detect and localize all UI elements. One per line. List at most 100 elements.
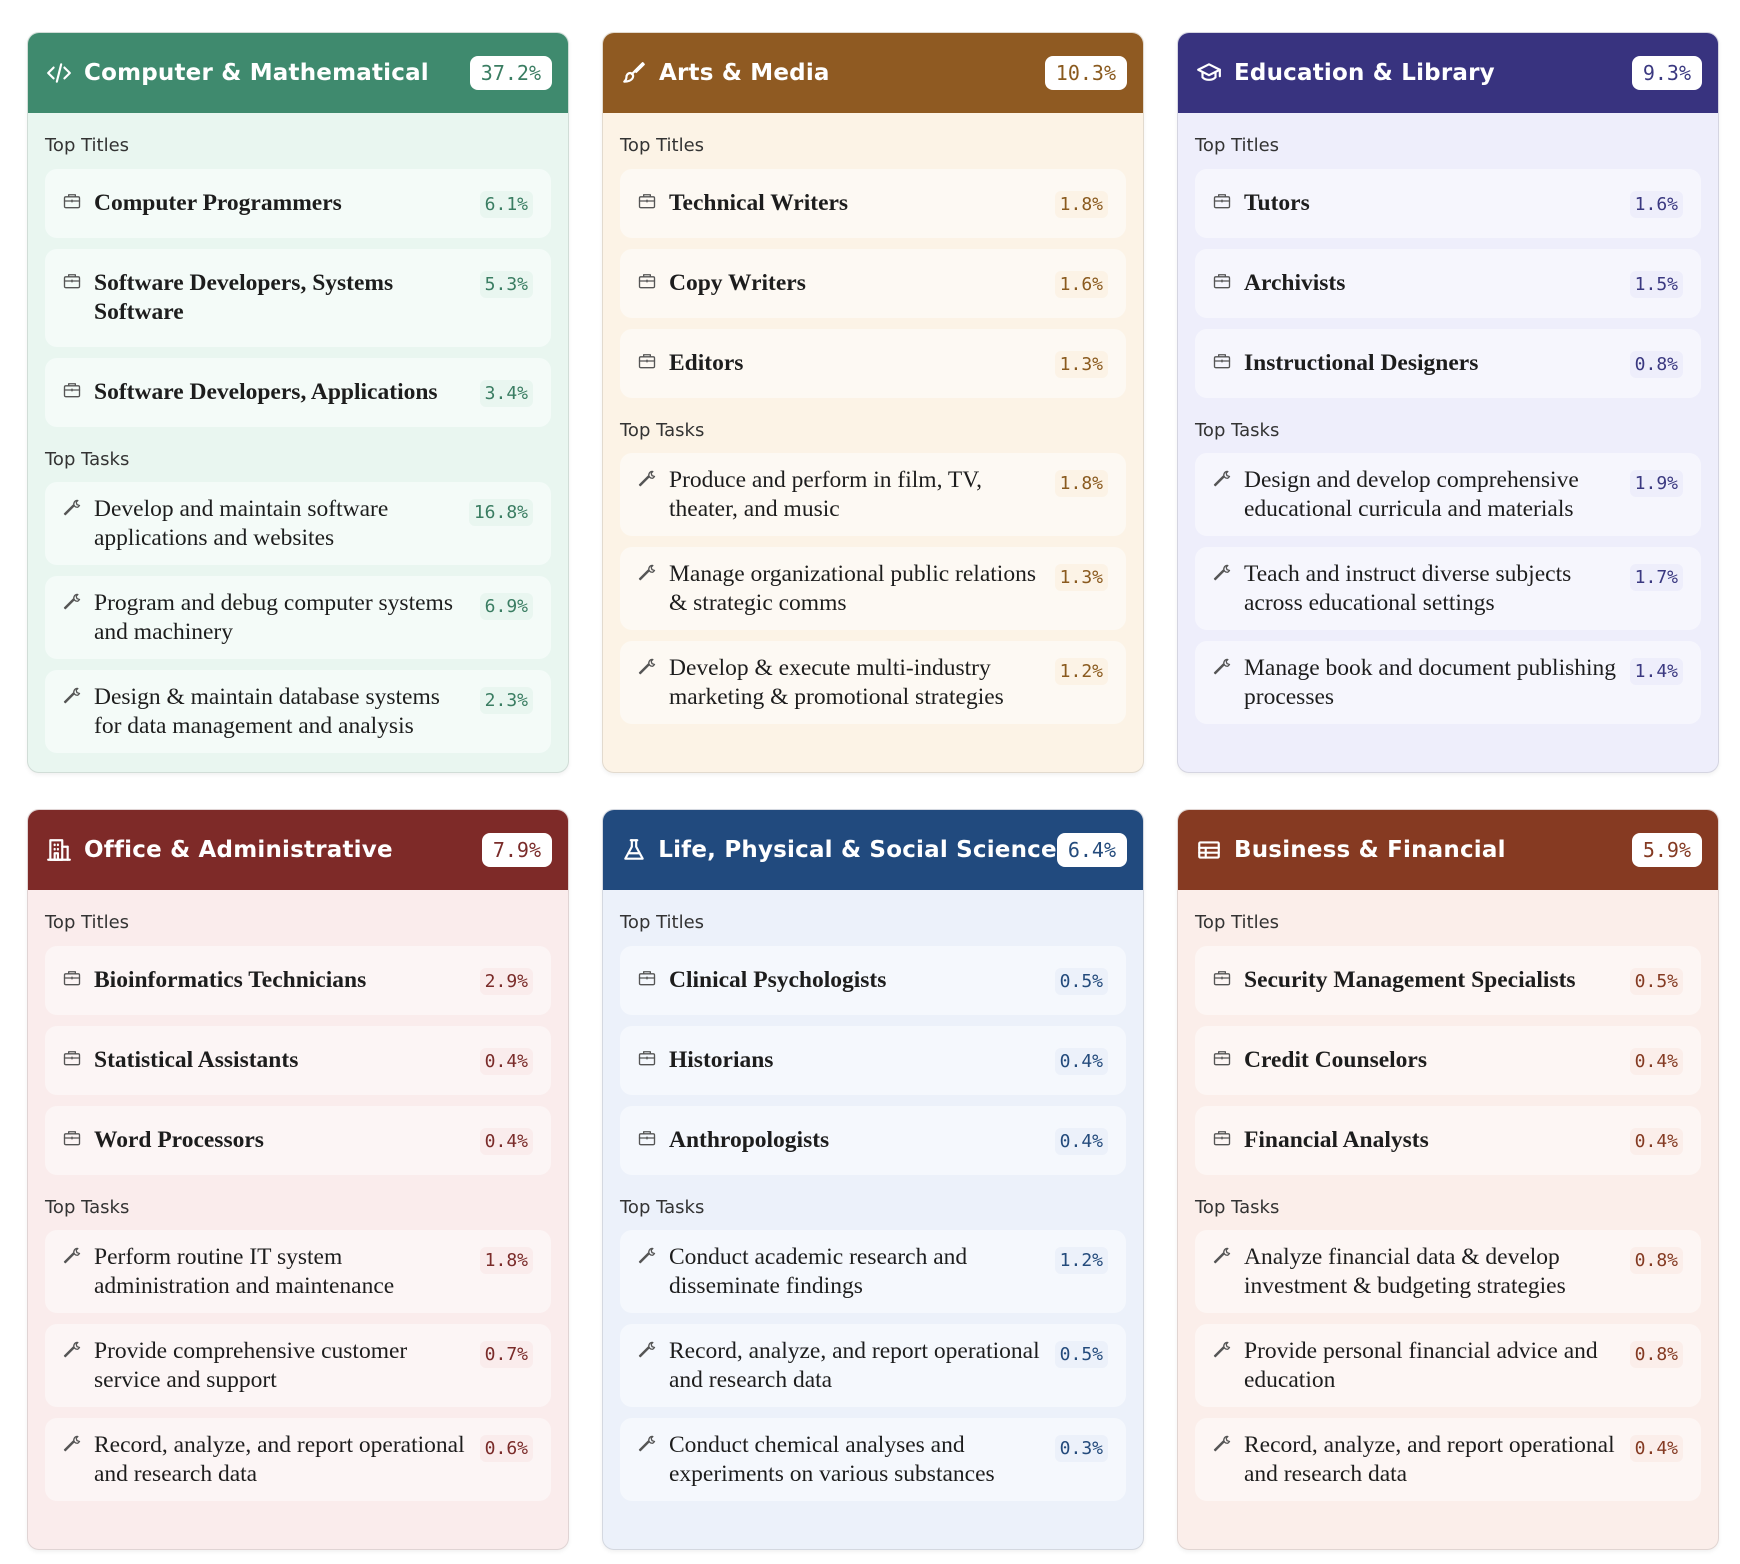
- title-percentage: 3.4%: [479, 380, 533, 407]
- task-label: Conduct chemical analyses and experiment…: [669, 1432, 995, 1487]
- task-percentage: 1.2%: [1054, 658, 1108, 685]
- title-percentage: 1.8%: [1054, 191, 1108, 218]
- title-label: Historians: [669, 1047, 774, 1073]
- wrench-icon: [62, 498, 84, 520]
- task-percentage: 0.8%: [1629, 1247, 1683, 1274]
- wrench-icon: [62, 1246, 84, 1268]
- wrench-icon: [637, 657, 659, 679]
- task-item: Manage book and document publishing proc…: [1195, 641, 1701, 724]
- briefcase-icon: [1212, 191, 1234, 213]
- title-label: Instructional Designers: [1244, 350, 1479, 376]
- category-card-life-physical-social-science: Life, Physical & Social Science 6.4% Top T…: [602, 809, 1144, 1550]
- title-percentage: 0.4%: [1054, 1048, 1108, 1075]
- card-header: Computer & Mathematical 37.2%: [28, 33, 568, 113]
- category-card-office-administrative: Office & Administrative 7.9% Top Titles Bio…: [27, 809, 569, 1550]
- task-label: Design & maintain database systems for d…: [94, 684, 440, 739]
- top-tasks-heading: Top Tasks: [45, 449, 130, 470]
- title-item: Copy Writers 1.6%: [620, 249, 1126, 318]
- task-percentage: 1.8%: [479, 1247, 533, 1274]
- task-item: Record, analyze, and report operational …: [620, 1324, 1126, 1407]
- briefcase-icon: [1212, 351, 1234, 373]
- title-item: Tutors 1.6%: [1195, 169, 1701, 238]
- card-percentage-badge: 37.2%: [469, 56, 552, 90]
- title-item: Security Management Specialists 0.5%: [1195, 946, 1701, 1015]
- wrench-icon: [637, 1434, 659, 1456]
- top-titles-heading: Top Titles: [1195, 912, 1280, 933]
- task-label: Manage organizational public relations &…: [669, 561, 1036, 616]
- task-percentage: 1.3%: [1054, 564, 1108, 591]
- card-body: Top Titles Technical Writers 1.8% Copy Writ…: [603, 113, 1143, 724]
- graduation-cap-icon: [1194, 58, 1224, 88]
- briefcase-icon: [637, 271, 659, 293]
- task-item: Perform routine IT system administration…: [45, 1230, 551, 1313]
- top-titles-heading: Top Titles: [620, 135, 705, 156]
- wrench-icon: [1212, 1246, 1234, 1268]
- briefcase-icon: [637, 1048, 659, 1070]
- task-item: Manage organizational public relations &…: [620, 547, 1126, 630]
- task-percentage: 1.2%: [1054, 1247, 1108, 1274]
- top-titles-heading: Top Titles: [45, 135, 130, 156]
- title-percentage: 0.8%: [1629, 351, 1683, 378]
- title-item: Clinical Psychologists 0.5%: [620, 946, 1126, 1015]
- top-tasks-heading: Top Tasks: [45, 1197, 130, 1218]
- task-item: Design and develop comprehensive educati…: [1195, 453, 1701, 536]
- category-card-computer-mathematical: Computer & Mathematical 37.2% Top Titles Co…: [27, 32, 569, 773]
- title-item: Statistical Assistants 0.4%: [45, 1026, 551, 1095]
- title-label: Software Developers, Systems Software: [94, 270, 394, 325]
- briefcase-icon: [62, 271, 84, 293]
- task-percentage: 2.3%: [479, 687, 533, 714]
- category-card-education-library: Education & Library 9.3% Top Titles Tutors 1…: [1177, 32, 1719, 773]
- title-label: Bioinformatics Technicians: [94, 967, 367, 993]
- title-percentage: 1.5%: [1629, 271, 1683, 298]
- card-title: Business & Financial: [1234, 837, 1506, 863]
- task-percentage: 16.8%: [468, 499, 533, 526]
- briefcase-icon: [1212, 968, 1234, 990]
- title-item: Archivists 1.5%: [1195, 249, 1701, 318]
- top-tasks-heading: Top Tasks: [1195, 420, 1280, 441]
- title-label: Anthropologists: [669, 1127, 830, 1153]
- title-item: Software Developers, Applications 3.4%: [45, 358, 551, 427]
- title-label: Archivists: [1244, 270, 1346, 296]
- flask-icon: [619, 835, 648, 865]
- task-label: Design and develop comprehensive educati…: [1244, 467, 1579, 522]
- title-label: Credit Counselors: [1244, 1047, 1427, 1073]
- category-card-business-financial: Business & Financial 5.9% Top Titles Securi…: [1177, 809, 1719, 1550]
- title-percentage: 0.4%: [1629, 1128, 1683, 1155]
- wrench-icon: [637, 563, 659, 585]
- task-percentage: 1.8%: [1054, 470, 1108, 497]
- task-item: Program and debug computer systems and m…: [45, 576, 551, 659]
- title-percentage: 0.4%: [1054, 1128, 1108, 1155]
- title-item: Historians 0.4%: [620, 1026, 1126, 1095]
- briefcase-icon: [62, 968, 84, 990]
- card-header: Life, Physical & Social Science 6.4%: [603, 810, 1143, 890]
- task-label: Produce and perform in film, TV, theater…: [669, 467, 983, 522]
- wrench-icon: [62, 686, 84, 708]
- briefcase-icon: [637, 351, 659, 373]
- title-label: Statistical Assistants: [94, 1047, 299, 1073]
- brush-icon: [619, 58, 649, 88]
- task-percentage: 0.5%: [1054, 1341, 1108, 1368]
- briefcase-icon: [1212, 1128, 1234, 1150]
- card-body: Top Titles Security Management Specialist…: [1178, 890, 1718, 1501]
- briefcase-icon: [1212, 271, 1234, 293]
- task-label: Provide comprehensive customer service a…: [94, 1338, 408, 1393]
- card-header: Office & Administrative 7.9%: [28, 810, 568, 890]
- task-label: Analyze financial data & develop investm…: [1244, 1244, 1566, 1299]
- wrench-icon: [637, 1340, 659, 1362]
- card-header: Business & Financial 5.9%: [1178, 810, 1718, 890]
- title-percentage: 6.1%: [479, 191, 533, 218]
- title-label: Word Processors: [94, 1127, 264, 1153]
- title-percentage: 1.3%: [1054, 351, 1108, 378]
- task-item: Conduct academic research and disseminat…: [620, 1230, 1126, 1313]
- wrench-icon: [637, 469, 659, 491]
- title-label: Editors: [669, 350, 744, 376]
- title-percentage: 0.5%: [1629, 968, 1683, 995]
- title-label: Clinical Psychologists: [669, 967, 887, 993]
- title-label: Financial Analysts: [1244, 1127, 1429, 1153]
- briefcase-icon: [62, 380, 84, 402]
- task-percentage: 0.6%: [479, 1435, 533, 1462]
- card-percentage-badge: 6.4%: [1056, 833, 1127, 867]
- task-label: Manage book and document publishing proc…: [1244, 655, 1617, 710]
- task-percentage: 6.9%: [479, 593, 533, 620]
- task-item: Record, analyze, and report operational …: [1195, 1418, 1701, 1501]
